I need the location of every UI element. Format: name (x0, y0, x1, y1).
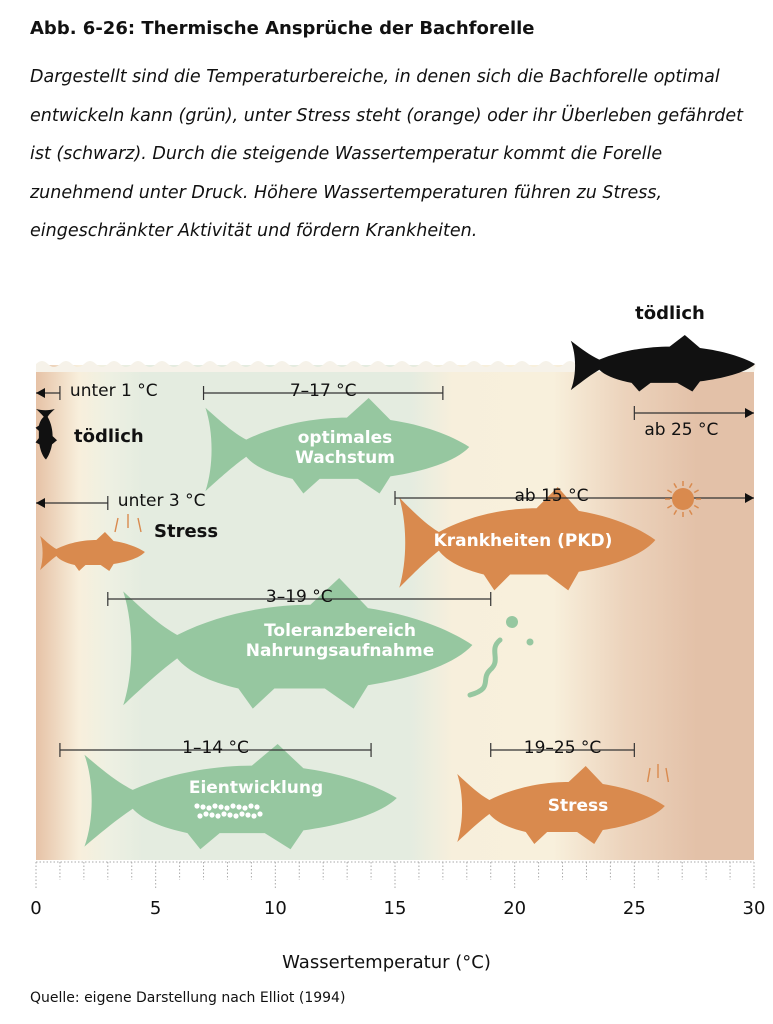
fish-heat-stress (457, 766, 665, 844)
egg-icon (194, 803, 200, 809)
x-tick-label: 10 (263, 898, 287, 919)
egg-icon (224, 805, 230, 811)
range-bar-disease (394, 491, 754, 505)
arrow-right-icon (745, 408, 754, 418)
egg-icon (254, 804, 260, 810)
range-bar-heat-stress (490, 743, 635, 757)
worm-icon (467, 637, 503, 698)
egg-icon (215, 813, 221, 819)
egg-icon (221, 811, 227, 817)
x-tick-label: 0 (30, 898, 42, 919)
fish-optimal-growth (205, 398, 470, 494)
range-label-heat-stress: 19–25 °C (523, 738, 602, 758)
category-label-optimal-growth: optimales Wachstum (295, 428, 395, 468)
figure-caption: Dargestellt sind die Temperaturbereiche,… (30, 67, 744, 241)
egg-icon (242, 805, 248, 811)
egg-icon (209, 812, 215, 818)
range-bar-cold-stress (36, 496, 109, 510)
category-label-feeding-tolerance: Toleranzbereich Nahrungsaufnahme (245, 621, 435, 661)
parasite-ray (688, 509, 693, 515)
arrow-left-icon (36, 388, 45, 398)
arrow-left-icon (36, 498, 45, 508)
range-label-heat-lethal: ab 25 °C (644, 420, 719, 440)
range-bar-heat-lethal (633, 406, 754, 420)
stress-ray-icon (114, 517, 119, 533)
egg-icon (257, 811, 263, 817)
egg-icon (197, 813, 203, 819)
range-bar-optimal-growth (202, 386, 444, 400)
x-tick-label: 5 (149, 898, 162, 919)
parasite-body (672, 488, 694, 510)
x-tick-label: 20 (503, 898, 527, 919)
range-label-egg-development: 1–14 °C (182, 738, 249, 758)
range-bar-feeding-tolerance (107, 592, 492, 606)
fish-cold-stress (40, 532, 145, 571)
range-label-disease: ab 15 °C (514, 486, 589, 506)
food-particle-icon (526, 638, 534, 646)
x-tick-label: 25 (622, 898, 646, 919)
x-axis-label: Wassertemperatur (°C) (282, 952, 491, 973)
egg-icon (218, 804, 224, 810)
egg-icon (206, 805, 212, 811)
egg-icon (233, 813, 239, 819)
parasite-ray (693, 489, 699, 494)
parasite-icon (665, 481, 701, 517)
fish-disease (399, 487, 656, 591)
source-note: Quelle: eigene Darstellung nach Elliot (… (30, 990, 346, 1006)
fish-egg-development (84, 744, 397, 850)
parasite-ray (667, 504, 673, 509)
x-tick-label: 15 (383, 898, 407, 919)
range-label-cold-lethal: unter 1 °C (69, 381, 158, 401)
egg-icon (245, 812, 251, 818)
fish-silhouette (35, 409, 57, 460)
parasite-ray (673, 509, 678, 515)
egg-icon (251, 813, 257, 819)
fish-silhouette (457, 766, 665, 844)
fish-silhouette (84, 744, 397, 850)
figure-title: Abb. 6-26: Thermische Ansprüche der Bach… (30, 18, 535, 39)
egg-icon (212, 803, 218, 809)
stress-ray-icon (665, 767, 670, 783)
fish-feeding-tolerance (123, 578, 473, 709)
egg-icon (230, 803, 236, 809)
egg-icon (227, 812, 233, 818)
fish-silhouette (40, 532, 145, 571)
arrow-right-icon (745, 493, 754, 503)
category-label-egg-development: Eientwicklung (188, 778, 324, 798)
parasite-ray (667, 489, 673, 494)
egg-icon (248, 803, 254, 809)
fish-silhouette (205, 398, 470, 494)
fish-silhouette (399, 487, 656, 591)
range-label-optimal-growth: 7–17 °C (289, 381, 357, 401)
category-label-cold-lethal: tödlich (74, 426, 144, 447)
category-label-cold-stress: Stress (154, 521, 219, 542)
stress-ray-icon (137, 517, 142, 533)
fish-heat-lethal (570, 335, 756, 392)
parasite-ray (688, 483, 693, 489)
egg-icon (239, 811, 245, 817)
egg-icon (236, 804, 242, 810)
fish-silhouette (123, 578, 473, 709)
parasite-ray (673, 483, 678, 489)
category-label-heat-stress: Stress (547, 796, 609, 816)
egg-icon (200, 804, 206, 810)
range-bar-cold-lethal (36, 386, 61, 400)
category-label-disease: Krankheiten (PKD) (433, 531, 613, 551)
range-label-cold-stress: unter 3 °C (117, 491, 206, 511)
fish-silhouette (570, 335, 756, 392)
range-label-feeding-tolerance: 3–19 °C (265, 587, 333, 607)
category-label-heat-lethal: tödlich (635, 303, 705, 324)
range-bar-egg-development (59, 743, 372, 757)
egg-icon (203, 811, 209, 817)
food-particle-icon (506, 616, 518, 628)
x-tick-label: 30 (742, 898, 766, 919)
parasite-ray (693, 504, 699, 509)
stress-ray-icon (646, 767, 651, 783)
fish-cold-lethal (35, 409, 57, 460)
